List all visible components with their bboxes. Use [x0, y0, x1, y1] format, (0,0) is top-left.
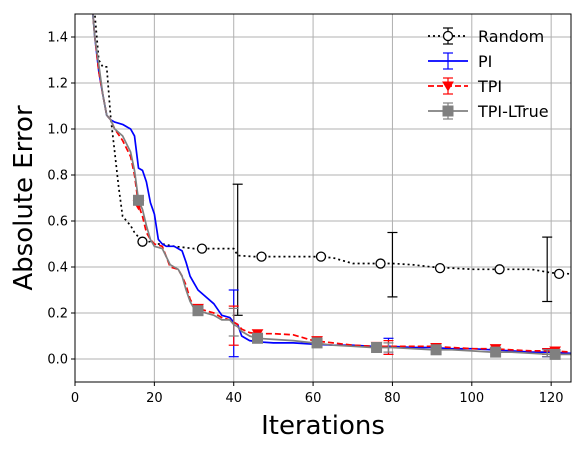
legend-label: TPI [477, 77, 502, 96]
data-point [256, 251, 267, 262]
data-point [192, 305, 204, 317]
x-tick-label: 120 [539, 391, 564, 406]
series-line [91, 14, 571, 353]
legend-label: Random [478, 27, 544, 46]
plot-frame [74, 13, 572, 383]
y-tick-label: 0.6 [47, 215, 68, 230]
series-pi [91, 14, 571, 358]
data-point [553, 268, 565, 280]
series-tpi [91, 14, 571, 357]
legend-marker [442, 105, 454, 117]
legend-marker [442, 81, 454, 92]
series-line [91, 14, 571, 355]
data-point [371, 342, 383, 353]
y-tick-label: 1.4 [47, 31, 68, 46]
y-tick-label: 1.2 [47, 77, 68, 92]
data-point [132, 194, 144, 206]
y-axis: 0.0 0.2 0.4 0.6 0.8 1.0 1.2 1.4 [47, 31, 75, 368]
x-tick-label: 80 [384, 391, 401, 406]
data-point [315, 251, 327, 262]
series-line [91, 14, 571, 356]
series-random [93, 14, 571, 316]
y-tick-label: 0.2 [47, 307, 68, 322]
series-tpi-ltrue [91, 14, 571, 360]
data-point [490, 346, 502, 358]
x-tick-label: 0 [71, 391, 79, 406]
legend-item: PI [428, 52, 492, 71]
data-point [549, 348, 561, 360]
legend-item: TPI-LTrue [428, 102, 549, 121]
data-point [494, 264, 505, 275]
data-point [434, 262, 446, 274]
data-point [137, 236, 148, 247]
y-tick-label: 0.8 [47, 169, 68, 184]
data-point [311, 337, 323, 349]
y-axis-title: Absolute Error [9, 105, 39, 291]
y-tick-label: 0.4 [47, 261, 68, 276]
x-tick-label: 100 [459, 391, 484, 406]
data-point [196, 243, 208, 254]
x-axis: 0 20 40 60 80 100 120 [71, 382, 564, 406]
y-tick-label: 1.0 [47, 123, 68, 138]
grid [74, 14, 571, 382]
x-axis-title: Iterations [261, 411, 385, 441]
data-point [430, 344, 442, 356]
legend-marker [442, 30, 454, 42]
x-tick-label: 20 [146, 391, 163, 406]
legend-label: TPI-LTrue [477, 102, 549, 121]
legend: Random PI TPI TPI-LTrue [428, 27, 549, 121]
legend-item: Random [428, 27, 544, 46]
x-tick-label: 40 [225, 391, 242, 406]
data-point [252, 332, 264, 344]
y-tick-label: 0.0 [47, 353, 68, 368]
legend-item: TPI [428, 77, 502, 96]
data-point [375, 258, 386, 269]
legend-label: PI [478, 52, 492, 71]
series-layer [91, 14, 571, 360]
x-tick-label: 60 [305, 391, 322, 406]
